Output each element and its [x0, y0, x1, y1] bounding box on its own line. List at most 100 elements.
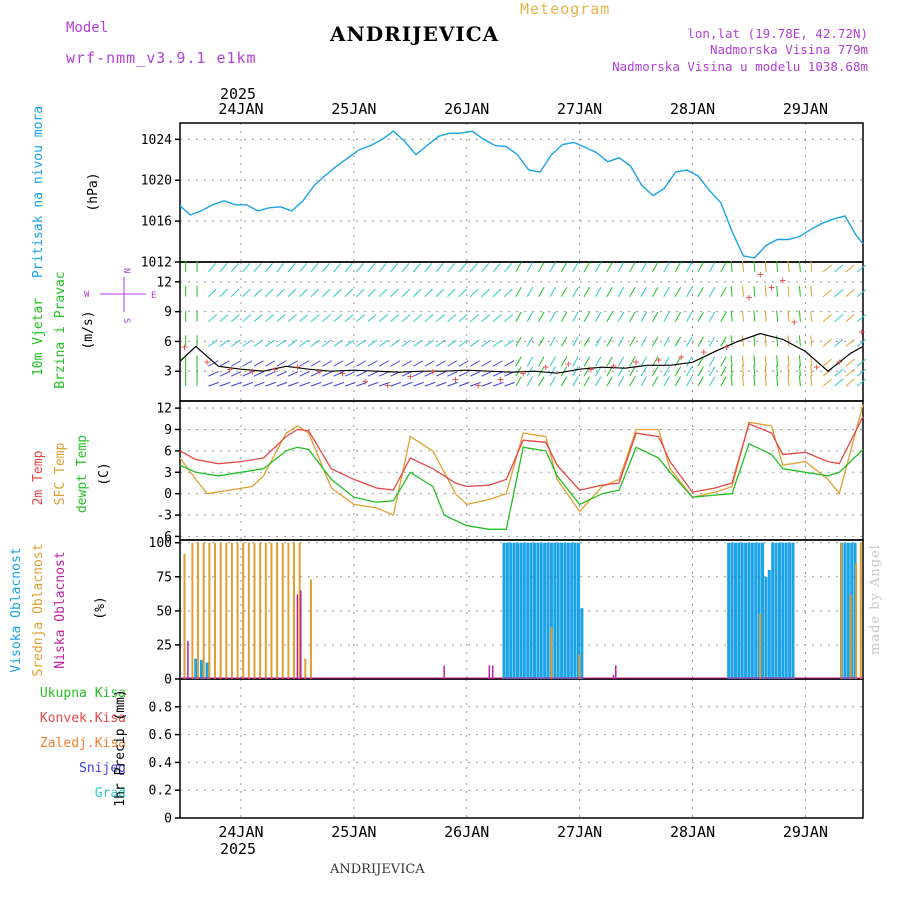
pressure-ylabel: Pritisak na nivou mora [31, 106, 46, 278]
wind-arrow [265, 288, 274, 298]
bottom-station-title: ANDRIJEVICA [330, 862, 425, 877]
mid-cloud-bar [276, 542, 279, 679]
wind-arrow [504, 263, 512, 273]
wind-arrow [742, 365, 744, 377]
low-cloud-bar [612, 674, 615, 679]
precip-panel: 0 0.2 0.4 0.6 0.8 [149, 678, 864, 827]
wind-arrow [617, 262, 625, 273]
high-cloud-bar [843, 542, 847, 679]
wind-arrow [560, 376, 568, 387]
wind-arrow [640, 286, 647, 298]
wind-arrow [515, 376, 522, 387]
wind-arrow [492, 381, 504, 387]
cloud-unit: (%) [93, 596, 108, 619]
pressure-axis-labels: Pritisak na nivou mora (hPa) [31, 106, 101, 278]
mid-cloud-bar [859, 542, 862, 679]
high-cloud-bar [754, 542, 758, 679]
wind-arrow [526, 356, 534, 367]
temperature-ytick-label-5: 9 [164, 423, 172, 438]
temperature-frame [179, 400, 864, 541]
wind-arrow [219, 371, 231, 377]
wind-arrow [810, 260, 813, 272]
high-cloud-bar [543, 542, 547, 679]
wind-arrow [606, 262, 613, 273]
gust-point: + [757, 268, 764, 281]
pressure-ytick-label-2: 1020 [141, 174, 172, 189]
wind-arrow [219, 339, 230, 347]
wind-arrow [686, 366, 693, 377]
wind-arrow [640, 262, 647, 273]
pressure-panel: 1012 1016 1020 1024 [141, 122, 864, 271]
wind-arrow [606, 311, 613, 322]
wind-arrow [458, 288, 468, 298]
wind-arrow [367, 339, 378, 347]
wind-arrow [310, 263, 319, 273]
wind-arrow [697, 366, 704, 377]
wind-arrow [822, 358, 832, 367]
high-cloud-bar [539, 542, 543, 679]
compass-west: W [84, 290, 90, 300]
wind-arrow [697, 356, 704, 367]
gust-point: + [272, 363, 279, 376]
gust-point: + [588, 363, 595, 376]
sfc-temp-line [179, 404, 864, 517]
wind-arrow [242, 371, 253, 377]
wind-arrow [333, 263, 342, 273]
wind-arrow [447, 288, 456, 298]
gust-points: + + + + + + + + + + + + + + + + + + + + + + + + + + + + + + + + + [181, 268, 865, 392]
wind-arrow [424, 288, 433, 298]
pressure-ytick-label-1: 1016 [141, 215, 172, 230]
precip-axis-labels: 1hr Precip (mm) [113, 689, 128, 806]
wind-arrow [651, 311, 659, 322]
dewpoint-line [179, 442, 864, 530]
wind-arrow [822, 378, 832, 387]
wind-arrow [810, 355, 813, 367]
station-title: ANDRIJEVICA [330, 22, 500, 46]
mid-cloud-bar [264, 542, 267, 679]
wind-arrow [322, 381, 333, 387]
cloud-series [180, 542, 863, 679]
wind-arrow [367, 263, 376, 273]
wind-arrow [287, 263, 296, 273]
wind-arrow [538, 286, 545, 298]
wind-arrow [742, 310, 744, 322]
temp2m-line [179, 416, 864, 493]
mid-cloud-bar [202, 542, 205, 679]
mid-cloud-bar [578, 654, 581, 679]
wind-arrow [640, 336, 647, 347]
wind-arrow [730, 285, 733, 297]
clouds-ytick-label-4: 100 [149, 536, 172, 551]
wind-arrow [764, 355, 767, 367]
wind-arrow [845, 289, 855, 298]
gust-point: + [520, 367, 527, 380]
meteogram-heading: Meteogram [520, 0, 611, 18]
wind-arrow [538, 376, 545, 387]
compass-south: S [121, 318, 131, 323]
wind-arrow [708, 262, 716, 273]
wind-arrow [583, 356, 591, 367]
gust-point: + [633, 355, 640, 368]
wind-ytick-label-3: 12 [156, 275, 172, 290]
time-axis: 2025 2025 24JAN 25JAN 26JAN 27JAN 28JAN 29JAN… [218, 85, 828, 858]
high-cloud-bar [580, 608, 584, 679]
wind-arrow [310, 314, 320, 322]
wind-arrow [231, 381, 242, 387]
low-cloud-bar [296, 594, 299, 679]
wind-arrow [276, 339, 287, 347]
wind-arrow [401, 314, 411, 322]
wind-arrow [697, 262, 704, 273]
wind-arrow [606, 376, 613, 387]
gust-point: + [813, 360, 820, 373]
wind-arrow [458, 371, 470, 377]
clouds-ytick-label-0: 0 [164, 673, 172, 688]
wind-arrow [424, 339, 435, 347]
wind-arrow [413, 314, 423, 322]
wind-arrow [640, 376, 647, 387]
wind-arrow [526, 262, 534, 273]
wind-arrow [515, 336, 522, 347]
day-label-bottom-1: 25JAN [331, 823, 376, 841]
gust-point: + [542, 360, 549, 373]
wind-arrow [481, 360, 492, 367]
wind-arrow [549, 286, 556, 298]
wind-arrow [424, 314, 434, 322]
